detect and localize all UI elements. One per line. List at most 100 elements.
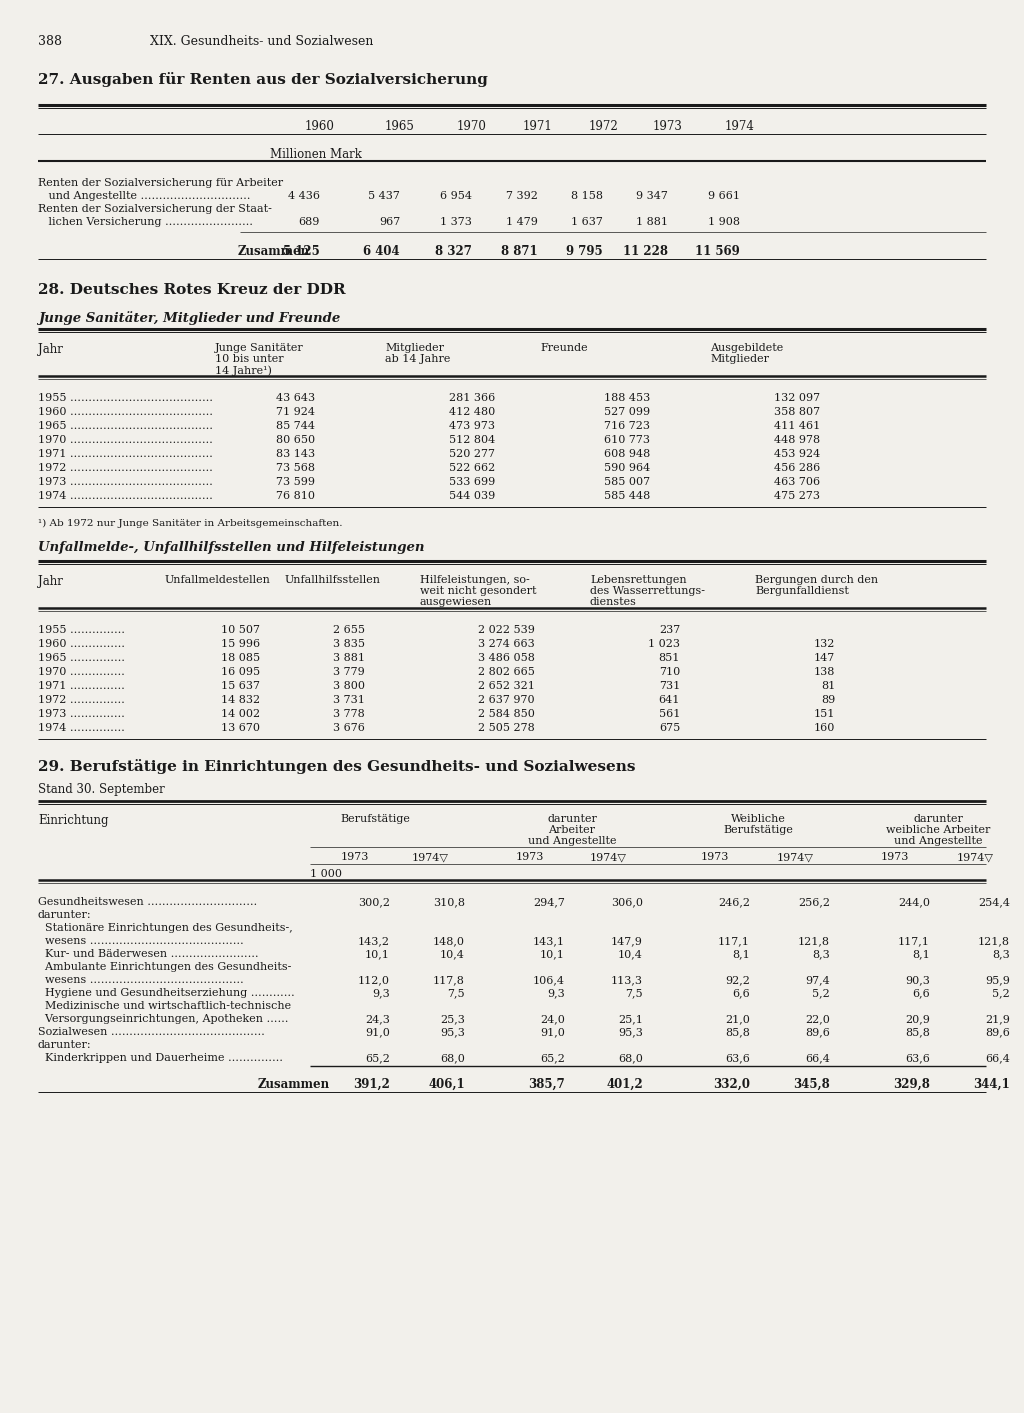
Text: 388: 388: [38, 35, 62, 48]
Text: 1 908: 1 908: [708, 218, 740, 227]
Text: ausgewiesen: ausgewiesen: [420, 598, 493, 608]
Text: 8,3: 8,3: [812, 950, 830, 959]
Text: Stand 30. September: Stand 30. September: [38, 783, 165, 796]
Text: 143,1: 143,1: [534, 935, 565, 945]
Text: Ausgebildete: Ausgebildete: [710, 343, 783, 353]
Text: 385,7: 385,7: [528, 1078, 565, 1091]
Text: XIX. Gesundheits- und Sozialwesen: XIX. Gesundheits- und Sozialwesen: [150, 35, 374, 48]
Text: 89,6: 89,6: [805, 1027, 830, 1037]
Text: wesens ……………………………………: wesens ……………………………………: [38, 975, 244, 985]
Text: 1974 ……………: 1974 ……………: [38, 723, 125, 733]
Text: 590 964: 590 964: [604, 463, 650, 473]
Text: 10,1: 10,1: [540, 950, 565, 959]
Text: 675: 675: [658, 723, 680, 733]
Text: 65,2: 65,2: [366, 1053, 390, 1063]
Text: Kinderkrippen und Dauerheime ……………: Kinderkrippen und Dauerheime ……………: [38, 1053, 283, 1063]
Text: 453 924: 453 924: [774, 449, 820, 459]
Text: des Wasserrettungs-: des Wasserrettungs-: [590, 586, 705, 596]
Text: 310,8: 310,8: [433, 897, 465, 907]
Text: Berufstätige: Berufstätige: [723, 825, 793, 835]
Text: 121,8: 121,8: [798, 935, 830, 945]
Text: 14 832: 14 832: [221, 695, 260, 705]
Text: 6 404: 6 404: [364, 244, 400, 259]
Text: Junge Sanitäter: Junge Sanitäter: [215, 343, 304, 353]
Text: Renten der Sozialversicherung der Staat-: Renten der Sozialversicherung der Staat-: [38, 203, 272, 213]
Text: 43 643: 43 643: [275, 393, 315, 403]
Text: 294,7: 294,7: [534, 897, 565, 907]
Text: 10,1: 10,1: [366, 950, 390, 959]
Text: 143,2: 143,2: [358, 935, 390, 945]
Text: 2 652 321: 2 652 321: [478, 681, 535, 691]
Text: 585 448: 585 448: [604, 490, 650, 502]
Text: 2 584 850: 2 584 850: [478, 709, 535, 719]
Text: Zusammen: Zusammen: [238, 244, 310, 259]
Text: 148,0: 148,0: [433, 935, 465, 945]
Text: 16 095: 16 095: [221, 667, 260, 677]
Text: 21,0: 21,0: [725, 1015, 750, 1024]
Text: 3 835: 3 835: [333, 639, 365, 649]
Text: 5 437: 5 437: [368, 191, 400, 201]
Text: ¹) Ab 1972 nur Junge Sanitäter in Arbeitsgemeinschaften.: ¹) Ab 1972 nur Junge Sanitäter in Arbeit…: [38, 519, 342, 528]
Text: Renten der Sozialversicherung für Arbeiter: Renten der Sozialversicherung für Arbeit…: [38, 178, 283, 188]
Text: 66,4: 66,4: [805, 1053, 830, 1063]
Text: 63,6: 63,6: [725, 1053, 750, 1063]
Text: 1 637: 1 637: [571, 218, 603, 227]
Text: 2 022 539: 2 022 539: [478, 625, 535, 634]
Text: 113,3: 113,3: [611, 975, 643, 985]
Text: 522 662: 522 662: [449, 463, 495, 473]
Text: 641: 641: [658, 695, 680, 705]
Text: 1974: 1974: [725, 120, 755, 133]
Text: 25,3: 25,3: [440, 1015, 465, 1024]
Text: Bergungen durch den: Bergungen durch den: [755, 575, 879, 585]
Text: 411 461: 411 461: [774, 421, 820, 431]
Text: 95,9: 95,9: [985, 975, 1010, 985]
Text: 1971: 1971: [523, 120, 553, 133]
Text: 90,3: 90,3: [905, 975, 930, 985]
Text: 1970 …………………………………: 1970 …………………………………: [38, 435, 213, 445]
Text: 1 023: 1 023: [648, 639, 680, 649]
Text: 237: 237: [658, 625, 680, 634]
Text: 112,0: 112,0: [358, 975, 390, 985]
Text: 85,8: 85,8: [725, 1027, 750, 1037]
Text: 89,6: 89,6: [985, 1027, 1010, 1037]
Text: 401,2: 401,2: [606, 1078, 643, 1091]
Text: 5 125: 5 125: [284, 244, 319, 259]
Text: 10 bis unter: 10 bis unter: [215, 355, 284, 365]
Text: 188 453: 188 453: [604, 393, 650, 403]
Text: 329,8: 329,8: [893, 1078, 930, 1091]
Text: 608 948: 608 948: [604, 449, 650, 459]
Text: 716 723: 716 723: [604, 421, 650, 431]
Text: 11 228: 11 228: [623, 244, 668, 259]
Text: 475 273: 475 273: [774, 490, 820, 502]
Text: 512 804: 512 804: [449, 435, 495, 445]
Text: und Angestellte: und Angestellte: [894, 836, 982, 846]
Text: Junge Sanitäter, Mitglieder und Freunde: Junge Sanitäter, Mitglieder und Freunde: [38, 311, 340, 325]
Text: 22,0: 22,0: [805, 1015, 830, 1024]
Text: 1960 …………………………………: 1960 …………………………………: [38, 407, 213, 417]
Text: 1965 ……………: 1965 ……………: [38, 653, 125, 663]
Text: 73 568: 73 568: [276, 463, 315, 473]
Text: 6,6: 6,6: [732, 988, 750, 998]
Text: 8,1: 8,1: [732, 950, 750, 959]
Text: 11 569: 11 569: [695, 244, 740, 259]
Text: 28. Deutsches Rotes Kreuz der DDR: 28. Deutsches Rotes Kreuz der DDR: [38, 283, 346, 297]
Text: 246,2: 246,2: [718, 897, 750, 907]
Text: 25,1: 25,1: [618, 1015, 643, 1024]
Text: 160: 160: [814, 723, 835, 733]
Text: 24,0: 24,0: [540, 1015, 565, 1024]
Text: Millionen Mark: Millionen Mark: [270, 148, 361, 161]
Text: 9 795: 9 795: [566, 244, 603, 259]
Text: Mitglieder: Mitglieder: [385, 343, 444, 353]
Text: 106,4: 106,4: [534, 975, 565, 985]
Text: 300,2: 300,2: [358, 897, 390, 907]
Text: 1960 ……………: 1960 ……………: [38, 639, 125, 649]
Text: 1970 ……………: 1970 ……………: [38, 667, 125, 677]
Text: 254,4: 254,4: [978, 897, 1010, 907]
Text: Gesundheitswesen …………………………: Gesundheitswesen …………………………: [38, 897, 257, 907]
Text: 121,8: 121,8: [978, 935, 1010, 945]
Text: 1 881: 1 881: [636, 218, 668, 227]
Text: 3 779: 3 779: [333, 667, 365, 677]
Text: Weibliche: Weibliche: [730, 814, 785, 824]
Text: 29. Berufstätige in Einrichtungen des Gesundheits- und Sozialwesens: 29. Berufstätige in Einrichtungen des Ge…: [38, 759, 636, 774]
Text: 3 731: 3 731: [333, 695, 365, 705]
